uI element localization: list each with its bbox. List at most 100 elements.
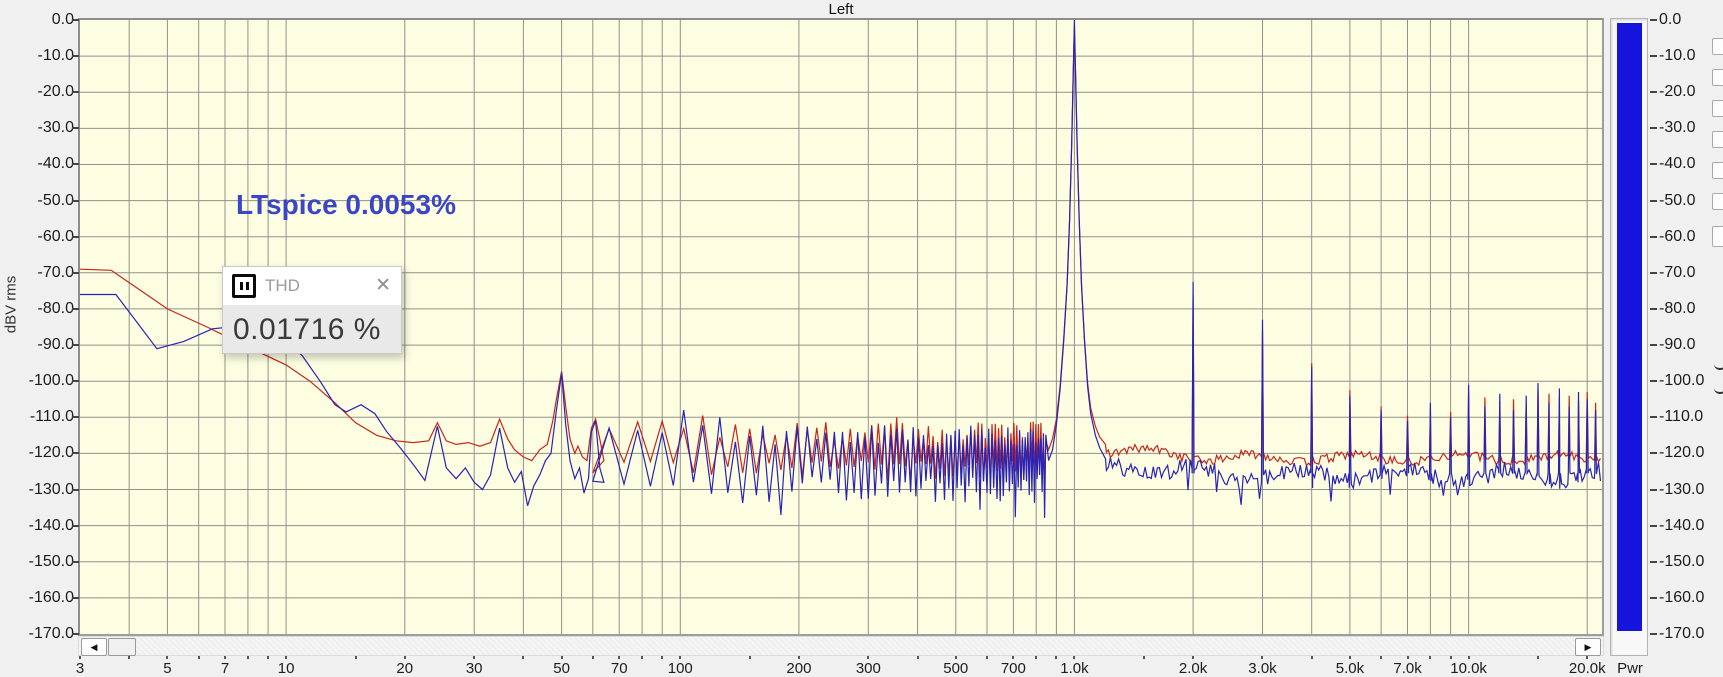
x-axis-label: 3 (75, 660, 85, 677)
y-axis-tick-right (1650, 55, 1657, 58)
x-axis-label: 5 (163, 660, 172, 677)
x-axis-label: 10.0k (1450, 660, 1487, 677)
y-axis-tick-left (72, 19, 79, 21)
scroll-right-button[interactable]: ▶ (1575, 638, 1601, 656)
y-axis-label-right: -150.0 (1659, 552, 1705, 570)
pwr-label: Pwr (1617, 660, 1643, 677)
x-axis-label: 100 (667, 660, 693, 677)
y-axis-tick-right (1650, 380, 1657, 383)
x-axis-label: 700 (1000, 660, 1026, 677)
y-axis-tick-right (1650, 19, 1657, 21)
y-axis-tick-right (1650, 452, 1657, 455)
x-axis-label: 20.0k (1568, 660, 1606, 677)
x-axis-label: 50 (553, 660, 570, 677)
scroll-left-button[interactable]: ◀ (81, 638, 107, 656)
clipped-button[interactable] (1712, 131, 1723, 148)
x-axis-label: 10 (277, 660, 295, 677)
y-axis-label-left: -140.0 (28, 516, 74, 534)
clipped-button[interactable] (1712, 38, 1723, 55)
y-axis-tick-right (1650, 235, 1657, 238)
x-axis-label: 7 (220, 660, 230, 677)
x-axis-label: 30 (465, 660, 483, 677)
y-axis-tick-left (72, 452, 79, 455)
y-axis-tick-right (1650, 307, 1657, 310)
y-axis-label-right: 0.0 (1659, 11, 1682, 28)
y-axis-label-right: -40.0 (1659, 155, 1696, 173)
thd-overlay-body: 0.01716 % (223, 305, 401, 353)
spectrum-chart (80, 20, 1602, 634)
y-axis-tick-right (1650, 416, 1657, 419)
y-axis-label-left: -60.0 (37, 227, 74, 245)
y-axis-label-left: 0.0 (51, 11, 74, 28)
y-axis-label-left: -90.0 (37, 336, 74, 354)
y-axis-tick-left (72, 633, 79, 635)
y-axis-label-right: -120.0 (1659, 444, 1705, 462)
y-axis-label-right: -50.0 (1659, 191, 1696, 209)
y-axis-tick-right (1650, 271, 1657, 274)
y-axis-tick-left (72, 524, 79, 527)
y-axis-label-right: -110.0 (1659, 408, 1704, 426)
x-axis-label: 3.0k (1248, 660, 1277, 677)
y-axis-label-right: -60.0 (1659, 227, 1696, 245)
y-axis-label-left: -80.0 (37, 299, 74, 317)
y-axis-label-right: -90.0 (1659, 336, 1696, 354)
y-axis-label-left: -50.0 (37, 191, 74, 209)
clipped-annotation-mark (1714, 360, 1723, 370)
clipped-button[interactable] (1712, 193, 1723, 210)
y-axis-label-left: -30.0 (37, 119, 74, 137)
pin-window-icon (232, 274, 256, 298)
pwr-meter (1610, 18, 1648, 656)
y-axis-tick-left (72, 271, 79, 274)
x-axis-label: 300 (855, 660, 881, 677)
pwr-meter-fill (1617, 23, 1642, 631)
y-axis-tick-left (72, 416, 79, 419)
clipped-button[interactable] (1712, 100, 1723, 117)
x-axis-label: 7.0k (1393, 660, 1422, 677)
y-axis-tick-left (72, 488, 79, 491)
y-axis-tick-right (1650, 91, 1657, 94)
y-axis-tick-left (72, 199, 79, 202)
y-axis-label-right: -10.0 (1659, 47, 1696, 65)
y-axis-label-left: -70.0 (37, 263, 74, 281)
y-axis-label-left: -150.0 (28, 552, 74, 570)
y-axis-tick-right (1650, 633, 1657, 635)
x-axis-label: 20 (396, 660, 414, 677)
blue-trace (80, 20, 1602, 518)
x-axis-label: 5.0k (1335, 660, 1365, 677)
thd-value: 0.01716 % (233, 313, 381, 346)
y-axis-tick-right (1650, 344, 1657, 347)
y-axis-label-left: -170.0 (28, 625, 74, 642)
scroll-thumb[interactable] (108, 638, 136, 656)
thd-overlay[interactable]: THD ✕ 0.01716 % (222, 266, 402, 354)
y-axis-label-right: -140.0 (1659, 516, 1705, 534)
y-axis-tick-left (72, 344, 79, 347)
y-axis-tick-left (72, 55, 79, 58)
y-axis-tick-right (1650, 488, 1657, 491)
red-trace (80, 28, 1602, 483)
y-axis-tick-left (72, 127, 79, 130)
thd-overlay-title: THD (265, 276, 300, 295)
y-axis-label-left: -10.0 (37, 47, 74, 65)
y-axis-tick-left (72, 560, 79, 563)
x-axis-label: 200 (786, 660, 812, 677)
ltspice-annotation: LTspice 0.0053% (236, 189, 456, 220)
y-axis-tick-left (72, 163, 79, 166)
clipped-button[interactable] (1712, 69, 1723, 86)
clipped-button[interactable] (1712, 162, 1723, 179)
close-icon[interactable]: ✕ (375, 275, 391, 296)
thd-overlay-header[interactable]: THD ✕ (223, 267, 401, 305)
y-axis-label-left: -120.0 (28, 444, 74, 462)
y-axis-label-right: -130.0 (1659, 480, 1705, 498)
y-axis-label-right: -100.0 (1659, 372, 1705, 390)
h-scrollbar[interactable]: ◀ ▶ (78, 636, 1604, 656)
y-axis-tick-right (1650, 127, 1657, 130)
y-axis-tick-left (72, 380, 79, 383)
x-axis-label: 500 (943, 660, 969, 677)
chart-title: Left (828, 1, 854, 18)
y-axis-tick-left (72, 91, 79, 94)
x-axis-label: 1.0k (1060, 660, 1089, 677)
y-axis-tick-right (1650, 524, 1657, 527)
clipped-button[interactable] (1712, 226, 1723, 247)
y-axis-tick-right (1650, 163, 1657, 166)
x-axis-label: 70 (610, 660, 628, 677)
